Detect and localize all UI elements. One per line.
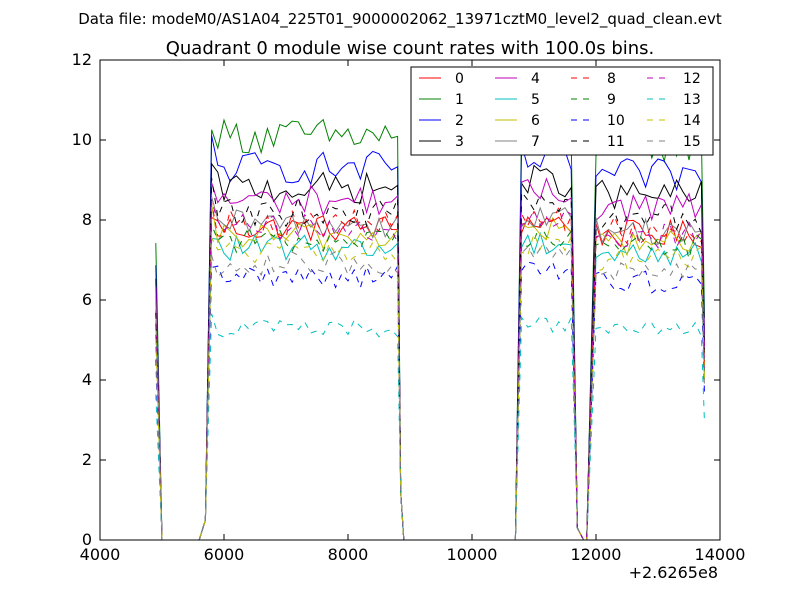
legend-label-3: 3 xyxy=(455,134,464,150)
x-tick-label: 12000 xyxy=(571,545,622,564)
y-tick-label: 2 xyxy=(82,450,92,469)
y-tick-label: 8 xyxy=(82,210,92,229)
x-axis-offset-label: +2.6265e8 xyxy=(629,563,718,582)
legend-label-8: 8 xyxy=(607,71,616,87)
y-tick-label: 6 xyxy=(82,290,92,309)
series-line-0 xyxy=(155,215,705,540)
x-tick-label: 6000 xyxy=(204,545,245,564)
series-line-15 xyxy=(155,246,705,540)
x-tick-label: 14000 xyxy=(695,545,746,564)
series-line-7 xyxy=(155,196,705,540)
chart-title: Quadrant 0 module wise count rates with … xyxy=(166,38,655,59)
legend-label-0: 0 xyxy=(455,71,464,87)
x-tick-label: 8000 xyxy=(328,545,369,564)
y-tick-label: 4 xyxy=(82,370,92,389)
series-line-12 xyxy=(155,201,705,540)
legend-box xyxy=(410,66,714,156)
legend-label-9: 9 xyxy=(607,92,616,108)
legend-label-6: 6 xyxy=(531,113,540,129)
legend-label-7: 7 xyxy=(531,134,540,150)
legend-label-4: 4 xyxy=(531,71,540,87)
series-line-5 xyxy=(155,231,705,540)
y-tick-label: 10 xyxy=(72,130,92,149)
figure-suptitle: Data file: modeM0/AS1A04_225T01_90000020… xyxy=(78,10,722,29)
x-tick-label: 4000 xyxy=(80,545,121,564)
x-tick-label: 10000 xyxy=(447,545,498,564)
legend-label-2: 2 xyxy=(455,113,464,129)
y-tick-label: 12 xyxy=(72,50,92,69)
legend-label-11: 11 xyxy=(607,134,625,150)
series-line-13 xyxy=(155,313,705,540)
legend-label-13: 13 xyxy=(683,92,701,108)
legend-label-14: 14 xyxy=(683,113,701,129)
legend-label-15: 15 xyxy=(683,134,701,150)
series-line-2 xyxy=(155,135,705,540)
series-line-4 xyxy=(155,177,705,540)
series-line-3 xyxy=(155,162,705,540)
legend-label-5: 5 xyxy=(531,92,540,108)
legend-label-12: 12 xyxy=(683,71,701,87)
legend-label-10: 10 xyxy=(607,113,625,129)
y-tick-label: 0 xyxy=(82,530,92,549)
legend-label-1: 1 xyxy=(455,92,464,108)
series-line-8 xyxy=(155,202,705,540)
